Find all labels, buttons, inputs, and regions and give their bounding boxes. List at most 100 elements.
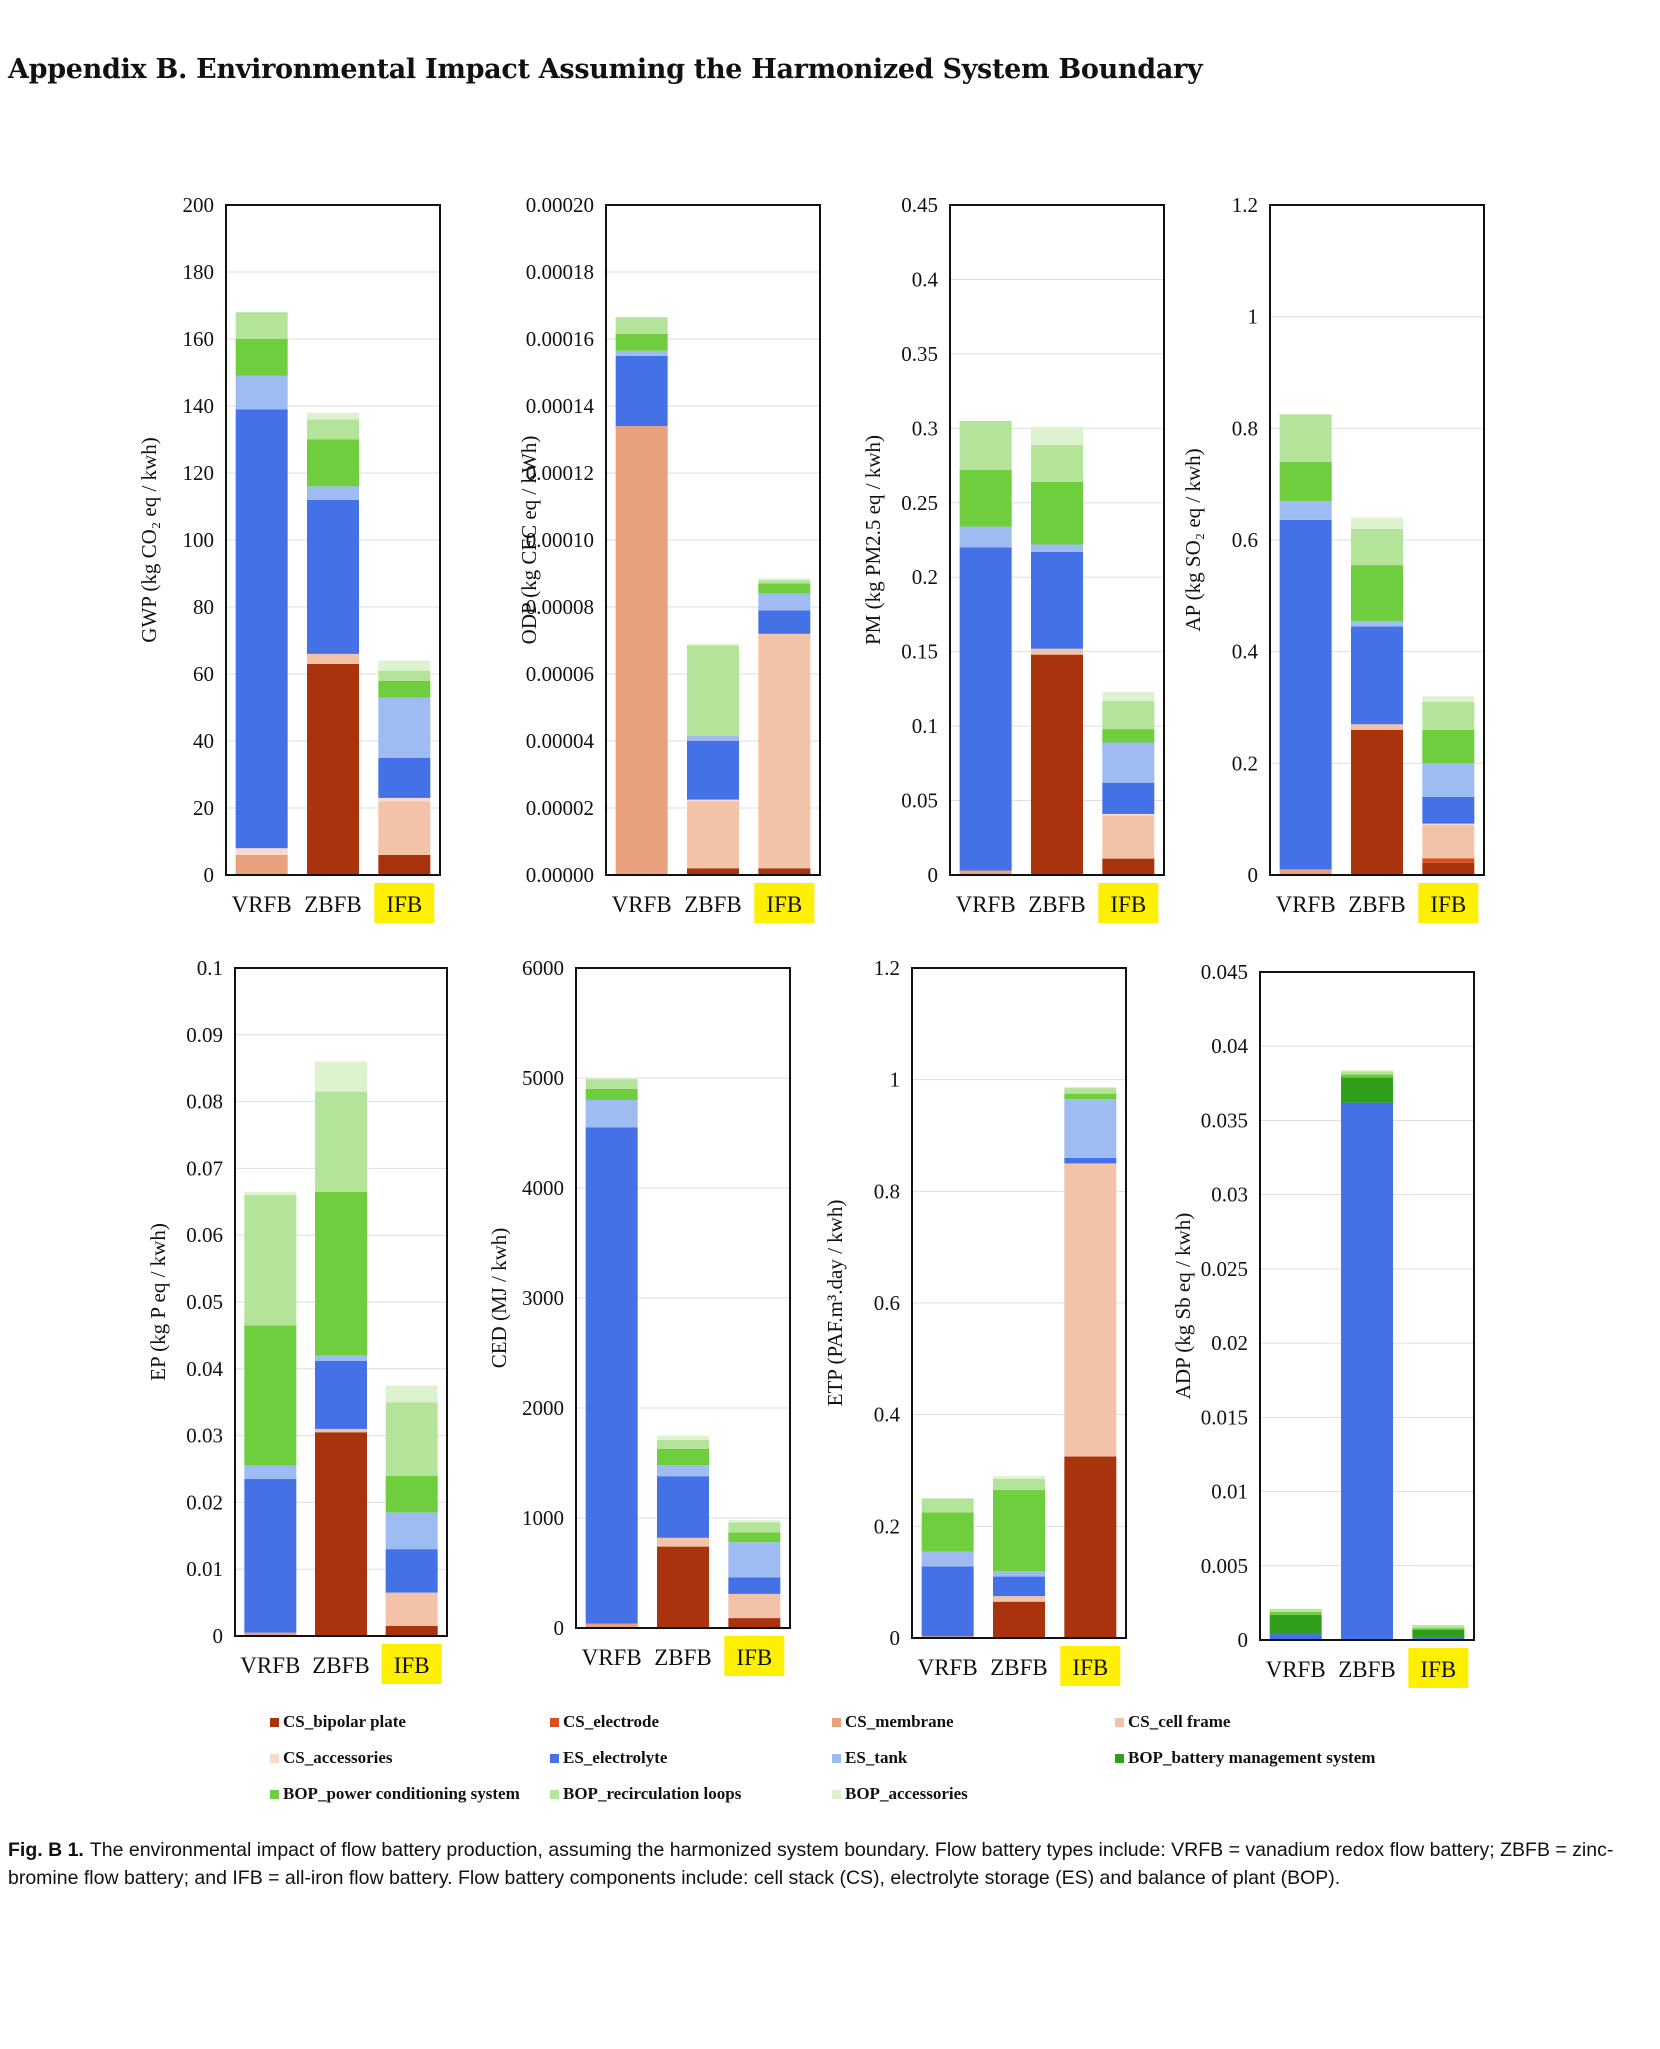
bar-segment [1341,1074,1393,1078]
bar-segment [728,1618,781,1628]
plot-frame [949,204,1165,876]
y-tick-label: 0.3 [912,416,938,440]
x-category-label: IFB [394,1653,430,1678]
bar-segment [378,757,431,798]
bar-segment [315,1432,367,1636]
bar-segment [687,645,739,736]
bar-segment [378,854,431,875]
plot-frame [911,967,1127,1639]
y-tick-label: 1.2 [874,956,900,980]
y-tick-label: 0.8 [874,1179,900,1203]
y-tick-label: 6000 [522,956,564,980]
x-category-label: IFB [1072,1655,1108,1680]
y-tick-label: 1 [1248,305,1259,329]
bar-segment [378,797,431,802]
x-category-label: IFB [1110,892,1146,917]
bar-segment [1422,823,1475,825]
category-highlight [381,1644,442,1684]
bar-segment [378,697,431,758]
bar-segment [687,868,739,875]
bar-segment [758,580,811,584]
x-category-label: IFB [766,892,802,917]
bar-segment [315,1360,367,1429]
y-tick-label: 0.15 [901,640,938,664]
y-tick-label: 2000 [522,1396,564,1420]
y-tick-label: 0.2 [1232,751,1258,775]
y-tick-label: 0 [204,863,215,887]
chart-panel: 0 1000 2000 3000 4000 5000 6000 VRFB ZBFB IFB CED … [487,956,791,1676]
y-tick-label: 0.04 [1211,1034,1248,1058]
bar-segment [1351,729,1403,875]
bar-segment [1351,565,1403,621]
bar-segment [1064,1088,1117,1094]
bar-segment [1279,869,1332,875]
y-tick-label: 0.035 [1201,1108,1248,1132]
chart-panel: 0.00000 0.00002 0.00004 0.00006 0.00008 0.000… [517,193,821,923]
bar-segment [657,1435,709,1440]
bar-segment [758,868,811,875]
bar-segment [1422,729,1475,764]
x-category-label: VRFB [612,892,672,917]
bar-segment [758,583,811,594]
bar-segment [315,1061,367,1092]
bar-segment [235,339,288,376]
y-tick-label: 0.03 [186,1424,223,1448]
x-category-label: ZBFB [304,892,362,917]
bar-segment [1351,620,1403,627]
category-highlight [754,883,815,923]
bar-segment [585,1089,638,1100]
bar-segment [657,1448,709,1466]
bar-segment [1031,481,1083,545]
y-tick-label: 1000 [522,1506,564,1530]
bar-segment [1064,1099,1117,1158]
bar-segment [385,1402,438,1476]
bar-segment [1064,1157,1117,1164]
bar-segment [758,610,811,634]
bar-segment [687,741,739,800]
bar-segment [1279,500,1332,520]
x-category-label: IFB [386,892,422,917]
y-tick-label: 0.2 [912,565,938,589]
bar-segment [235,375,288,410]
bar-segment [1031,426,1083,445]
bar-segment [235,312,288,339]
y-tick-label: 0.04 [186,1357,223,1381]
plot-frame [1259,971,1475,1641]
y-tick-label: 5000 [522,1066,564,1090]
bar-segment [315,1091,367,1192]
y-tick-label: 0.6 [1232,528,1258,552]
bar-segment [687,801,739,869]
bar-segment [1422,701,1475,730]
x-category-label: ZBFB [654,1645,712,1670]
bar-segment [959,547,1012,871]
bar-segment [1031,551,1083,649]
y-tick-label: 0.08 [186,1090,223,1114]
y-tick-label: 0.00014 [526,394,595,418]
bar-segment [959,470,1012,527]
y-tick-label: 0 [554,1616,565,1640]
bar-segment [1102,729,1155,743]
y-tick-label: 180 [183,260,215,284]
bar-segment [378,660,431,671]
y-tick-label: 0.4 [1232,640,1259,664]
bar-segment [615,426,668,875]
bar-segment [1422,796,1475,824]
bar-segment [244,1325,297,1466]
bar-segment [1031,544,1083,552]
y-tick-label: 0.00008 [526,595,594,619]
caption-label: Fig. B 1. [8,1839,84,1861]
x-category-label: VRFB [918,1655,978,1680]
bar-segment [378,680,431,698]
bar-segment [307,419,359,440]
bar-segment [1351,626,1403,725]
bar-segment [1412,1628,1465,1630]
bar-segment [1422,763,1475,797]
y-tick-label: 0.02 [186,1490,223,1514]
figure-caption: Fig. B 1. The environmental impact of flo… [8,1836,1648,1892]
bar-segment [921,1512,974,1552]
bar-segment [1351,517,1403,529]
y-tick-label: 0.07 [186,1156,223,1180]
y-tick-label: 0.1 [912,714,938,738]
bar-segment [315,1355,367,1361]
x-category-label: VRFB [582,1645,642,1670]
